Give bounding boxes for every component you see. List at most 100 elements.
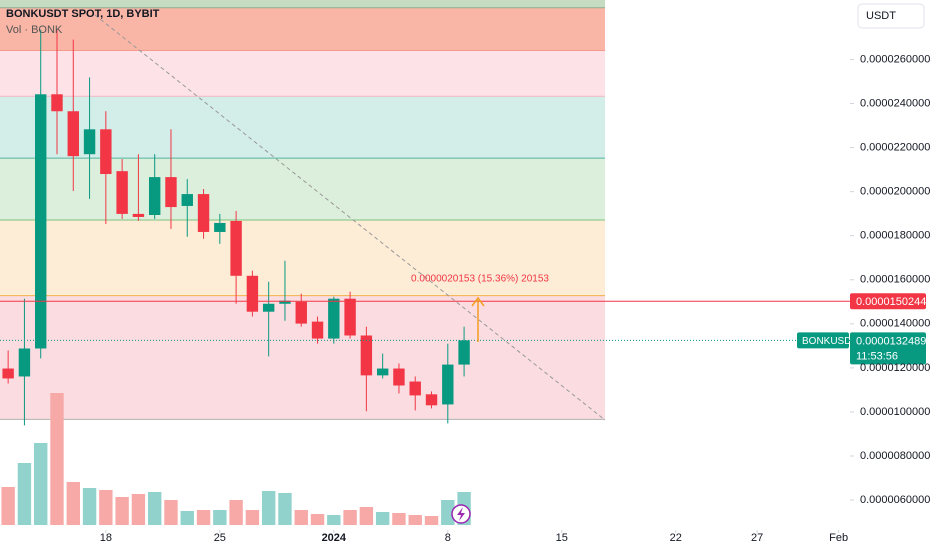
y-tick-label: 0.0000080000 (860, 450, 930, 462)
volume-bar (147, 492, 162, 525)
candle-body (425, 394, 438, 406)
volume-bar (1, 487, 15, 525)
y-tick-label: 0.0000180000 (860, 230, 930, 242)
fib-band (0, 220, 605, 296)
volume-label: Vol · BONK (6, 24, 63, 36)
measure-arrow (471, 296, 485, 342)
candle-body (18, 348, 31, 377)
volume-bar (115, 497, 129, 525)
volume-bar (424, 516, 439, 525)
y-tick-label: 0.0000200000 (860, 186, 930, 198)
candle-body (230, 220, 242, 276)
fib-bands (0, 0, 605, 420)
candle-body (376, 368, 389, 376)
current-price-label: 0.0000132489 (856, 335, 926, 347)
candle-body (181, 194, 193, 206)
volume-bar (310, 514, 325, 525)
axes: 0.0000260000 0.0000240000 0.0000220000 0.00… (100, 53, 931, 544)
volume-bar (327, 515, 341, 525)
volume-bar (213, 510, 227, 525)
candle-body (458, 340, 470, 365)
candle-body (295, 301, 307, 324)
volume-bar (261, 491, 276, 525)
candle-body (165, 177, 177, 208)
measure-label: 0.0000020153 (15.36%) 20153 (411, 274, 549, 285)
arrow-head (471, 296, 485, 307)
volume-bar (82, 488, 97, 525)
candle-body (51, 94, 63, 112)
y-tick-label: 0.0000220000 (860, 141, 930, 153)
fib-band (0, 7, 605, 51)
candle-body (197, 194, 210, 232)
x-tick-label: 8 (445, 532, 451, 544)
candle-body (393, 368, 405, 386)
currency: USDT (866, 10, 896, 22)
current-price-box (850, 332, 926, 365)
price-line-label: 0.0000150244 (856, 296, 926, 308)
candle-body (148, 177, 161, 215)
candle-body (132, 213, 145, 217)
candle-body (311, 321, 324, 339)
volume-bar (375, 512, 390, 525)
candle-body (328, 298, 340, 339)
volume-bar (294, 510, 308, 525)
candle-body (2, 368, 14, 379)
candle-body (442, 364, 454, 405)
y-tick-label: 0.0000060000 (860, 494, 930, 506)
y-tick-label: 0.0000160000 (860, 274, 930, 286)
volume-bar (131, 494, 146, 525)
volume (1, 393, 471, 525)
currency-box[interactable] (857, 3, 925, 29)
x-tick-label: 2024 (322, 532, 347, 544)
candle-body (360, 335, 373, 376)
lightning-icon[interactable] (451, 504, 471, 524)
x-tick-label: 18 (100, 532, 112, 544)
volume-bar (164, 500, 178, 525)
x-tick-label: Feb (829, 532, 848, 544)
candle-body (83, 129, 96, 155)
volume-bar (180, 511, 194, 525)
x-tick-label: 25 (214, 532, 226, 544)
candle-body (344, 298, 356, 336)
candle-body (279, 300, 291, 304)
volume-bar (229, 500, 243, 525)
x-tick-label: 22 (670, 532, 682, 544)
volume-bar (392, 513, 406, 525)
volume-bar (441, 500, 455, 525)
candles (2, 29, 470, 426)
volume-bar (99, 490, 113, 525)
chart-title: BONKUSDT SPOT, 1D, BYBIT (6, 8, 160, 20)
y-tick-label: 0.0000140000 (860, 318, 930, 330)
y-tick-label: 0.0000120000 (860, 362, 930, 374)
candle-body (262, 303, 275, 312)
fib-band (0, 0, 605, 8)
volume-bar (66, 482, 80, 525)
fib-band (0, 50, 605, 97)
candle-body (214, 222, 226, 232)
fib-band (0, 158, 605, 221)
candle-body (100, 129, 112, 175)
volume-bar (34, 443, 48, 525)
icon-bolt (457, 507, 465, 521)
candle-body (409, 381, 421, 396)
volume-bar (408, 515, 422, 525)
candle-body (116, 171, 128, 214)
y-tick-label: 0.0000100000 (860, 406, 930, 418)
x-tick-label: 27 (751, 532, 763, 544)
volume-bar (359, 507, 374, 525)
trend-line (94, 14, 606, 421)
volume-bar (196, 510, 211, 525)
y-tick-label: 0.0000240000 (860, 97, 930, 109)
countdown: 11:53:56 (856, 350, 898, 362)
volume-bar (17, 463, 32, 525)
volume-bar (278, 493, 292, 525)
candle-body (67, 111, 79, 157)
price-line-box (850, 293, 926, 310)
x-tick-label: 15 (556, 532, 568, 544)
candle-body (35, 94, 47, 349)
volume-bar (343, 510, 357, 525)
volume-bar (50, 393, 64, 525)
candle-body (246, 275, 259, 312)
